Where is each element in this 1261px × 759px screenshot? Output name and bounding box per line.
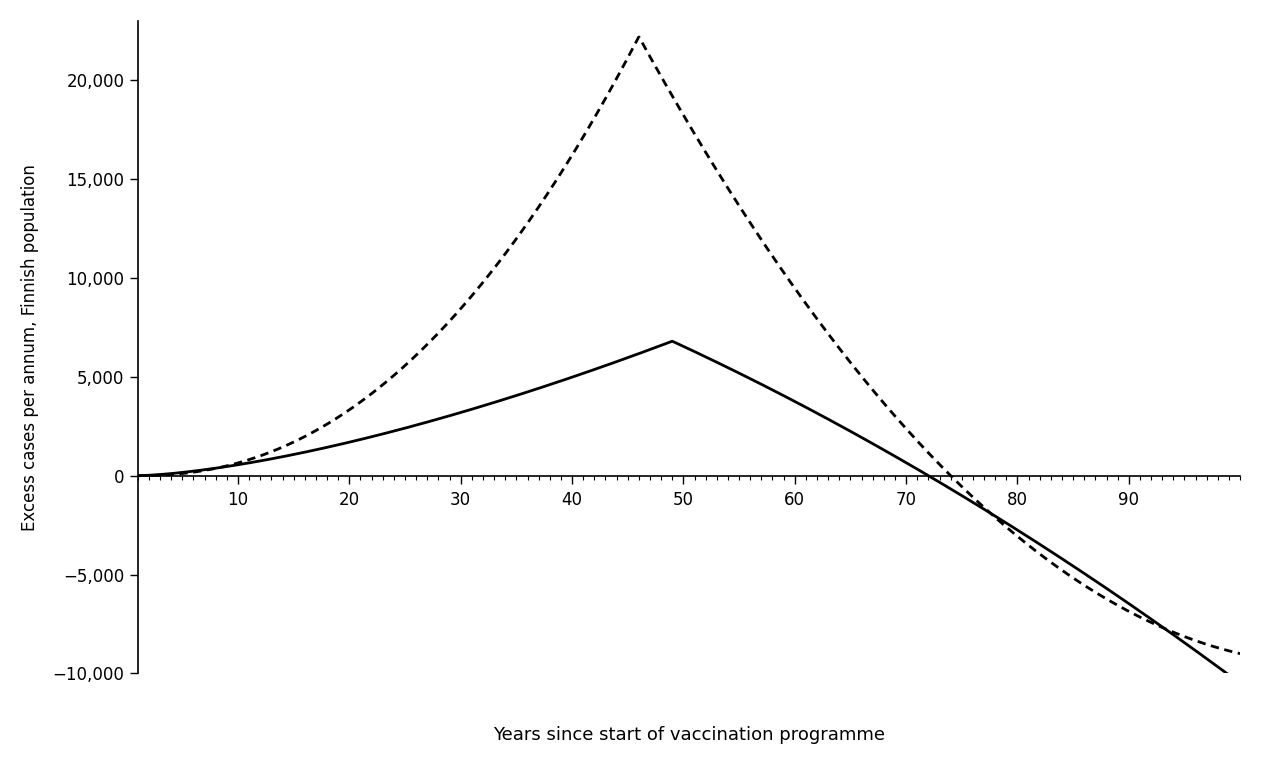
X-axis label: Years since start of vaccination programme: Years since start of vaccination program… xyxy=(493,726,885,744)
Y-axis label: Excess cases per annum, Finnish population: Excess cases per annum, Finnish populati… xyxy=(21,164,39,531)
